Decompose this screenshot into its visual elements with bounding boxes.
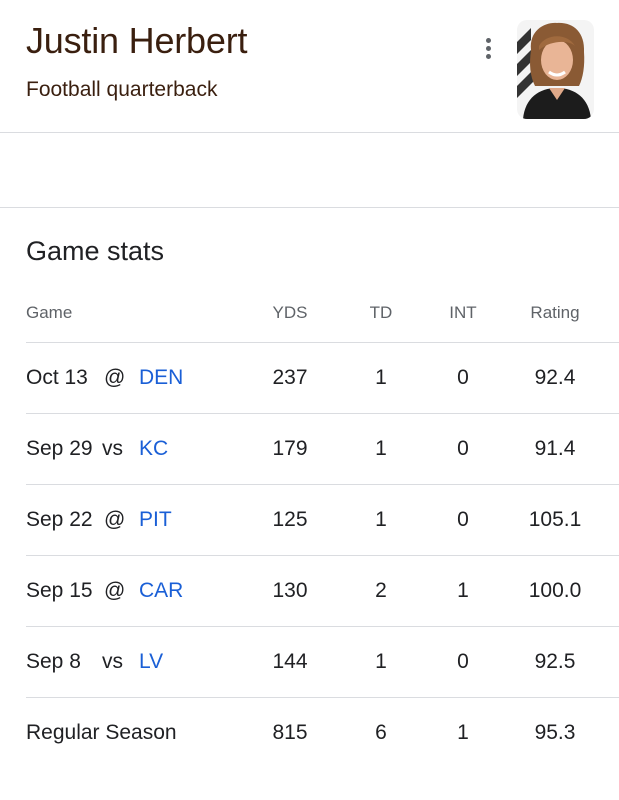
more-dot <box>485 53 491 59</box>
player-avatar[interactable] <box>517 20 594 119</box>
game-venue: vs <box>102 650 123 673</box>
yds-value: 179 <box>272 437 308 460</box>
int-value: 0 <box>457 366 469 389</box>
more-options-icon[interactable] <box>472 32 504 64</box>
game-venue: @ <box>104 366 126 389</box>
knowledge-panel-header: Justin Herbert Football quarterback <box>0 0 619 133</box>
divider <box>0 207 619 208</box>
row-divider <box>26 697 619 698</box>
rating-value: 91.4 <box>534 437 576 460</box>
rating-value: 105.1 <box>528 508 582 531</box>
table-row: Sep 22 @ PIT 125 1 0 105.1 <box>0 484 619 555</box>
rating-value: 92.4 <box>534 366 576 389</box>
row-divider <box>26 342 619 343</box>
table-row: Sep 15 @ CAR 130 2 1 100.0 <box>0 555 619 626</box>
player-photo <box>517 20 594 119</box>
column-header-int: INT <box>449 303 477 322</box>
player-name: Justin Herbert <box>26 20 248 61</box>
season-label: Regular Season <box>26 721 177 744</box>
game-venue: vs <box>102 437 123 460</box>
column-header-td: TD <box>369 303 393 322</box>
game-date: Sep 29 <box>26 437 93 460</box>
more-dot <box>485 45 491 51</box>
section-title: Game stats <box>26 236 165 266</box>
td-value: 1 <box>375 650 387 673</box>
column-header-game: Game <box>26 303 73 322</box>
table-row: Oct 13 @ DEN 237 1 0 92.4 <box>0 342 619 413</box>
table-row-total: Regular Season 815 6 1 95.3 <box>0 697 619 768</box>
row-divider <box>26 413 619 414</box>
row-divider <box>26 484 619 485</box>
td-value: 1 <box>375 508 387 531</box>
td-value: 2 <box>375 579 387 602</box>
int-total: 1 <box>457 721 469 744</box>
column-header-rating: Rating <box>530 303 580 322</box>
row-divider <box>26 555 619 556</box>
int-value: 0 <box>457 650 469 673</box>
divider <box>0 132 619 133</box>
opponent-link[interactable]: DEN <box>139 366 184 389</box>
game-date: Oct 13 <box>26 366 88 389</box>
opponent-link[interactable]: LV <box>139 650 164 673</box>
column-header-yds: YDS <box>272 303 308 322</box>
yds-value: 130 <box>272 579 308 602</box>
player-description: Football quarterback <box>26 78 218 101</box>
rating-total: 95.3 <box>534 721 576 744</box>
yds-value: 144 <box>272 650 308 673</box>
td-total: 6 <box>375 721 387 744</box>
int-value: 0 <box>457 437 469 460</box>
yds-total: 815 <box>272 721 308 744</box>
td-value: 1 <box>375 366 387 389</box>
game-date: Sep 22 <box>26 508 93 531</box>
int-value: 0 <box>457 508 469 531</box>
game-venue: @ <box>104 579 126 602</box>
more-dot <box>485 37 491 43</box>
game-date: Sep 15 <box>26 579 93 602</box>
game-venue: @ <box>104 508 126 531</box>
rating-value: 92.5 <box>534 650 576 673</box>
int-value: 1 <box>457 579 469 602</box>
row-divider <box>26 626 619 627</box>
game-date: Sep 8 <box>26 650 81 673</box>
opponent-link[interactable]: PIT <box>139 508 172 531</box>
opponent-link[interactable]: CAR <box>139 579 184 602</box>
table-row: Sep 8 vs LV 144 1 0 92.5 <box>0 626 619 697</box>
yds-value: 125 <box>272 508 308 531</box>
table-row: Sep 29 vs KC 179 1 0 91.4 <box>0 413 619 484</box>
opponent-link[interactable]: KC <box>139 437 169 460</box>
rating-value: 100.0 <box>528 579 582 602</box>
td-value: 1 <box>375 437 387 460</box>
yds-value: 237 <box>272 366 308 389</box>
